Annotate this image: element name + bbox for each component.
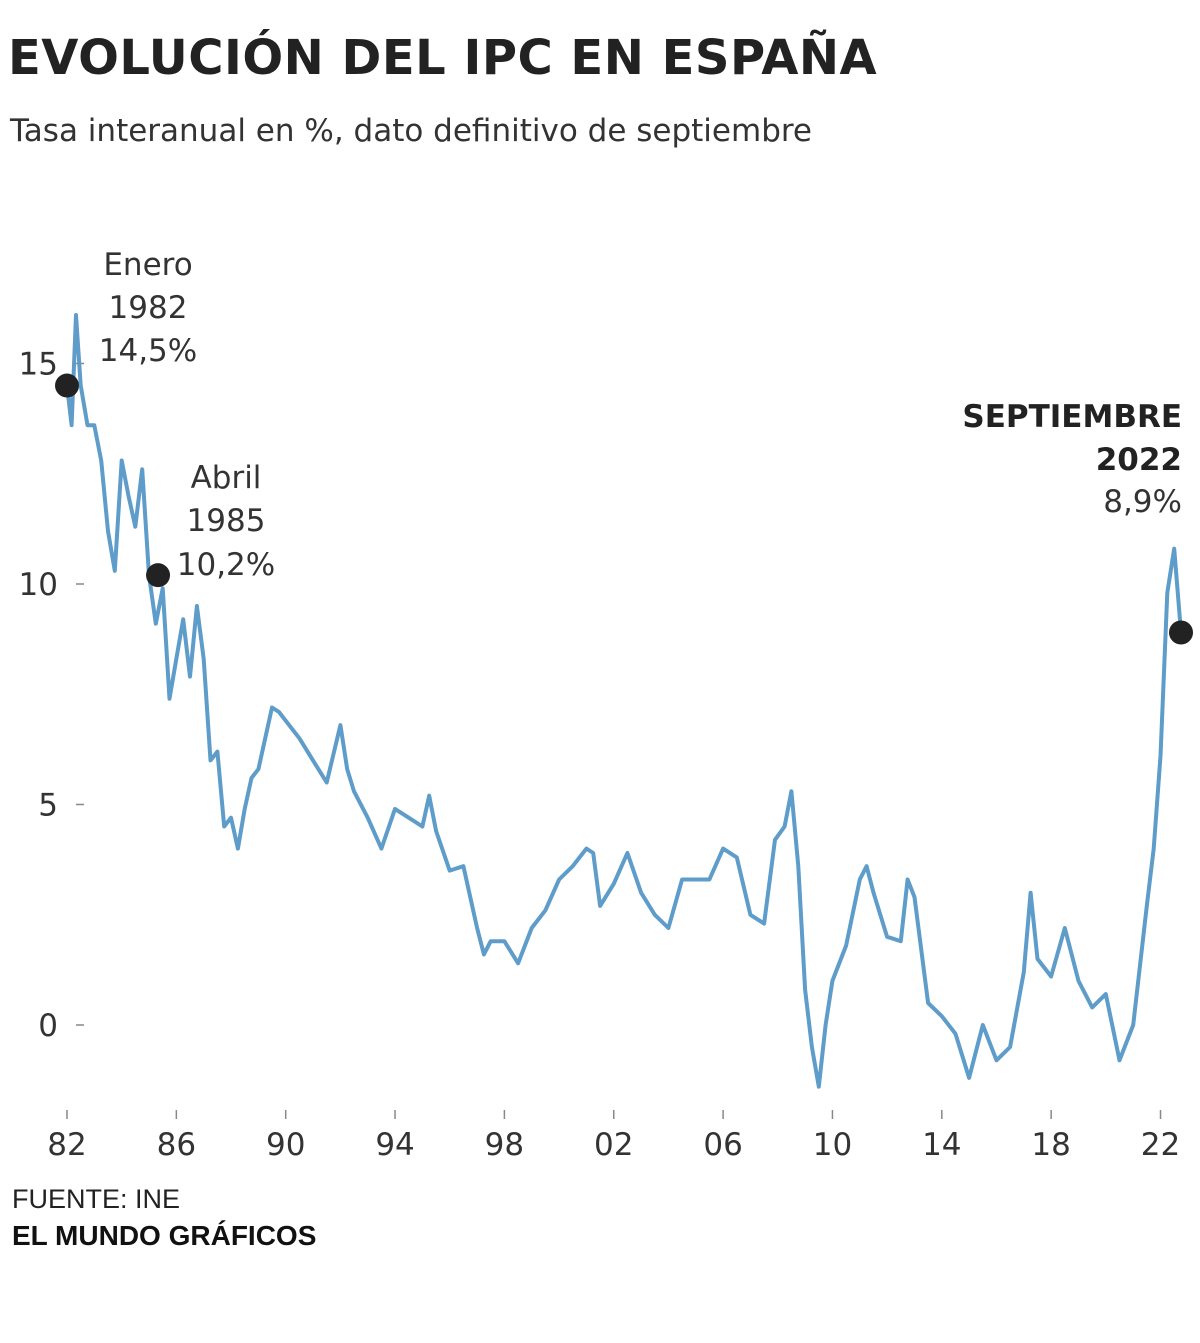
y-tick-label: 5 <box>38 788 58 824</box>
credit-note: EL MUNDO GRÁFICOS <box>12 1220 317 1251</box>
annotation-marker <box>1169 620 1193 645</box>
chart-title: EVOLUCIÓN DEL IPC EN ESPAÑA <box>8 30 878 86</box>
x-tick-label: 06 <box>703 1127 742 1163</box>
annotations: Enero 1982 14,5% Abril 1985 10,2% SEPTIE… <box>99 247 1182 583</box>
x-tick-label: 90 <box>266 1127 305 1163</box>
annotation-marker <box>55 373 79 398</box>
y-tick-label: 10 <box>19 567 58 603</box>
annotation-1982-month: Enero <box>103 247 192 283</box>
annotation-1985-value: 10,2% <box>177 547 275 583</box>
x-tick-label: 94 <box>375 1127 414 1163</box>
x-tick-label: 98 <box>485 1127 524 1163</box>
y-tick-label: 0 <box>38 1008 58 1044</box>
annotation-2022-value: 8,9% <box>1103 484 1182 520</box>
x-tick-label: 22 <box>1141 1127 1180 1163</box>
x-tick-label: 86 <box>157 1127 196 1163</box>
annotation-1982-value: 14,5% <box>99 333 197 369</box>
y-tick-label: 15 <box>19 347 58 383</box>
line-chart: 0 5 10 15 82 86 90 94 98 02 06 10 14 18 22 Enero 1982… <box>19 247 1193 1163</box>
x-tick-label: 82 <box>47 1127 86 1163</box>
annotation-1985-year: 1985 <box>187 503 266 539</box>
x-tick-label: 02 <box>594 1127 633 1163</box>
annotation-2022-year: 2022 <box>1096 442 1182 478</box>
annotation-2022-month: SEPTIEMBRE <box>962 399 1182 435</box>
annotation-1982-year: 1982 <box>109 290 188 326</box>
x-axis: 82 86 90 94 98 02 06 10 14 18 22 <box>47 1110 1180 1163</box>
chart-subtitle: Tasa interanual en %, dato definitivo de… <box>10 113 813 149</box>
y-axis: 0 5 10 15 <box>19 347 84 1044</box>
annotation-markers <box>55 373 1193 645</box>
x-tick-label: 18 <box>1031 1127 1070 1163</box>
annotation-marker <box>146 563 171 588</box>
ipc-series-line <box>65 313 1183 1089</box>
x-tick-label: 14 <box>922 1127 961 1163</box>
annotation-1985-month: Abril <box>191 460 262 496</box>
x-tick-label: 10 <box>813 1127 852 1163</box>
source-note: FUENTE: INE <box>12 1184 181 1214</box>
